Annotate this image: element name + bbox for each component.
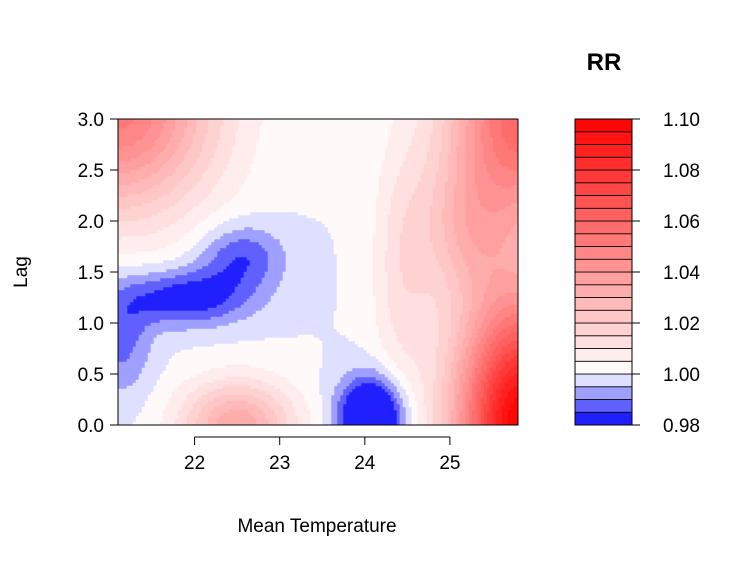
legend-swatch-5 — [574, 348, 633, 362]
legend-swatch-15 — [574, 220, 633, 235]
x-axis-title: Mean Temperature — [237, 516, 396, 537]
legend-swatch-10 — [574, 284, 633, 298]
y-axis-title: Lag — [11, 256, 32, 288]
y-axis: 0.0 0.5 1.0 1.5 2.0 2.5 3.0 — [78, 110, 119, 437]
legend-swatch-13 — [574, 246, 633, 260]
x-tick-label: 22 — [184, 453, 205, 474]
legend-swatch-0 — [574, 411, 633, 426]
contour-band-1 — [117, 238, 401, 426]
legend-swatch-3 — [574, 373, 633, 388]
x-tick-label: 25 — [439, 453, 460, 474]
legend-swatch-8 — [574, 309, 633, 324]
legend-swatch-6 — [574, 335, 633, 349]
legend-swatch-12 — [574, 258, 633, 273]
legend-swatch-14 — [574, 233, 633, 247]
legend-tick-label: 1.02 — [663, 314, 700, 335]
contour-plot-area — [117, 118, 519, 426]
y-tick-label: 0.5 — [78, 365, 104, 386]
contour-band-6 — [117, 118, 440, 426]
legend-swatch-17 — [574, 195, 633, 209]
y-tick-label: 0.0 — [78, 416, 104, 437]
contour-band-0 — [126, 256, 398, 426]
legend-title: RR — [587, 49, 622, 76]
y-tick-label: 2.5 — [78, 161, 104, 182]
legend-swatch-4 — [574, 360, 633, 375]
legend-tick-label: 1.10 — [663, 110, 700, 131]
legend-swatch-11 — [574, 271, 633, 286]
y-tick-label: 1.0 — [78, 314, 104, 335]
legend-swatch-19 — [574, 169, 633, 184]
legend-swatch-1 — [574, 399, 633, 413]
legend-tick-label: 1.04 — [663, 263, 700, 284]
legend-swatch-22 — [574, 131, 633, 145]
legend-tick-label: 1.00 — [663, 365, 700, 386]
legend-swatch-21 — [574, 144, 633, 158]
legend-swatch-2 — [574, 386, 633, 400]
legend-tick-label: 1.08 — [663, 161, 700, 182]
y-tick-label: 1.5 — [78, 263, 104, 284]
y-tick-label: 2.0 — [78, 212, 104, 233]
legend-swatch-20 — [574, 156, 633, 171]
legend-swatch-9 — [574, 297, 633, 311]
x-tick-label: 23 — [269, 453, 290, 474]
x-axis: 22 23 24 25 — [184, 436, 460, 474]
legend-tick-label: 0.98 — [663, 416, 700, 437]
legend-swatch-23 — [574, 118, 633, 133]
contour-band-7 — [117, 118, 452, 426]
legend-tick-label: 1.06 — [663, 212, 700, 233]
color-legend: 0.98 1.00 1.02 1.04 1.06 1.08 1.10 — [574, 110, 700, 437]
legend-swatch-18 — [574, 182, 633, 196]
y-tick-label: 3.0 — [78, 110, 104, 131]
legend-swatch-16 — [574, 207, 633, 222]
x-tick-label: 24 — [354, 453, 376, 474]
legend-swatch-7 — [574, 322, 633, 337]
